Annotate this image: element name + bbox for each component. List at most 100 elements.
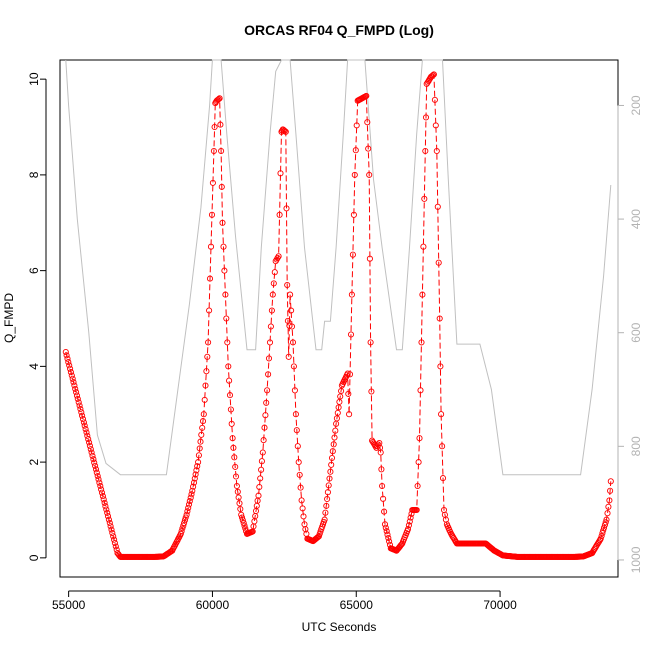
- data-point: [264, 387, 271, 394]
- data-point: [406, 518, 413, 525]
- data-point: [232, 463, 239, 470]
- data-point: [598, 532, 605, 540]
- data-point: [380, 495, 387, 502]
- data-point: [255, 492, 262, 499]
- y-axis: 0 2 4 6 8 10: [27, 72, 47, 561]
- data-point: [183, 511, 190, 518]
- data-point: [300, 513, 307, 520]
- data-point: [365, 145, 372, 152]
- altitude-series: [65, 59, 612, 476]
- data-point: [67, 365, 74, 372]
- data-point: [385, 534, 392, 542]
- data-point: [193, 467, 200, 474]
- data-point: [232, 473, 240, 480]
- data-point: [68, 372, 75, 379]
- data-point: [95, 476, 102, 483]
- data-point: [184, 508, 191, 515]
- q-fmpd-series: [62, 71, 614, 560]
- data-point: [331, 434, 338, 441]
- data-point: [217, 121, 224, 128]
- data-point: [260, 437, 267, 444]
- data-point: [185, 504, 192, 511]
- data-point: [73, 389, 80, 396]
- data-point: [270, 280, 277, 287]
- data-point: [198, 431, 205, 438]
- data-point: [289, 339, 297, 346]
- data-point: [288, 307, 295, 314]
- data-point: [63, 352, 70, 359]
- data-point: [178, 528, 185, 535]
- y-tick-label: 8: [27, 171, 41, 178]
- data-point: [439, 475, 447, 482]
- data-point: [364, 119, 371, 126]
- x-axis-label: UTC Seconds: [302, 620, 377, 634]
- data-point: [86, 442, 93, 449]
- data-point: [182, 514, 189, 521]
- data-point: [265, 371, 272, 378]
- data-point: [328, 454, 336, 462]
- x-axis: 55000 60000 65000 70000: [52, 590, 517, 612]
- right-tick-label: 1000: [629, 546, 643, 573]
- data-point: [418, 339, 425, 346]
- data-point: [239, 517, 246, 524]
- data-point: [276, 211, 283, 218]
- data-point: [600, 524, 608, 531]
- data-point: [181, 519, 188, 527]
- right-tick-label: 600: [629, 322, 643, 342]
- data-point: [77, 405, 84, 413]
- data-point: [98, 486, 105, 493]
- plot-frame: [59, 59, 619, 578]
- data-point: [186, 498, 193, 505]
- data-point: [268, 307, 275, 314]
- data-point: [78, 409, 85, 416]
- y-axis-label: Q_FMPD: [2, 293, 16, 343]
- data-point: [272, 258, 279, 265]
- data-point: [291, 387, 298, 394]
- data-point: [269, 291, 276, 298]
- data-point: [181, 517, 188, 524]
- data-point: [235, 494, 242, 501]
- data-point: [81, 422, 88, 429]
- right-tick-label: 400: [629, 209, 643, 229]
- data-point: [261, 424, 268, 431]
- data-point: [377, 449, 384, 456]
- data-point: [416, 435, 423, 442]
- data-point: [350, 211, 357, 218]
- data-point: [215, 96, 222, 103]
- right-tick-label: 200: [629, 95, 643, 115]
- data-point: [363, 92, 370, 99]
- data-point: [329, 448, 336, 455]
- data-point: [271, 269, 278, 276]
- data-point: [324, 489, 331, 496]
- data-point: [199, 424, 206, 431]
- data-point: [432, 122, 439, 129]
- data-point: [238, 511, 245, 518]
- data-point: [99, 493, 106, 500]
- data-point: [290, 363, 297, 370]
- data-point: [219, 219, 226, 226]
- data-point: [98, 489, 106, 496]
- data-point: [430, 71, 437, 78]
- y-tick-label: 4: [27, 363, 41, 370]
- data-point: [109, 529, 116, 537]
- data-point: [229, 435, 236, 442]
- data-point: [281, 127, 288, 135]
- data-point: [349, 251, 356, 258]
- data-point: [111, 539, 118, 547]
- data-point: [71, 382, 78, 389]
- data-point: [89, 452, 96, 459]
- right-tick-label: 800: [629, 436, 643, 456]
- altitude-line: [65, 59, 612, 476]
- data-point: [366, 255, 373, 262]
- data-point: [381, 508, 388, 515]
- data-point: [437, 363, 444, 370]
- data-point: [366, 171, 373, 178]
- data-point: [73, 392, 81, 399]
- data-point: [421, 195, 428, 202]
- data-point: [102, 503, 109, 510]
- data-point: [90, 456, 97, 463]
- data-point: [234, 488, 241, 495]
- data-point: [332, 427, 339, 434]
- data-point: [97, 482, 104, 490]
- data-point: [241, 522, 248, 529]
